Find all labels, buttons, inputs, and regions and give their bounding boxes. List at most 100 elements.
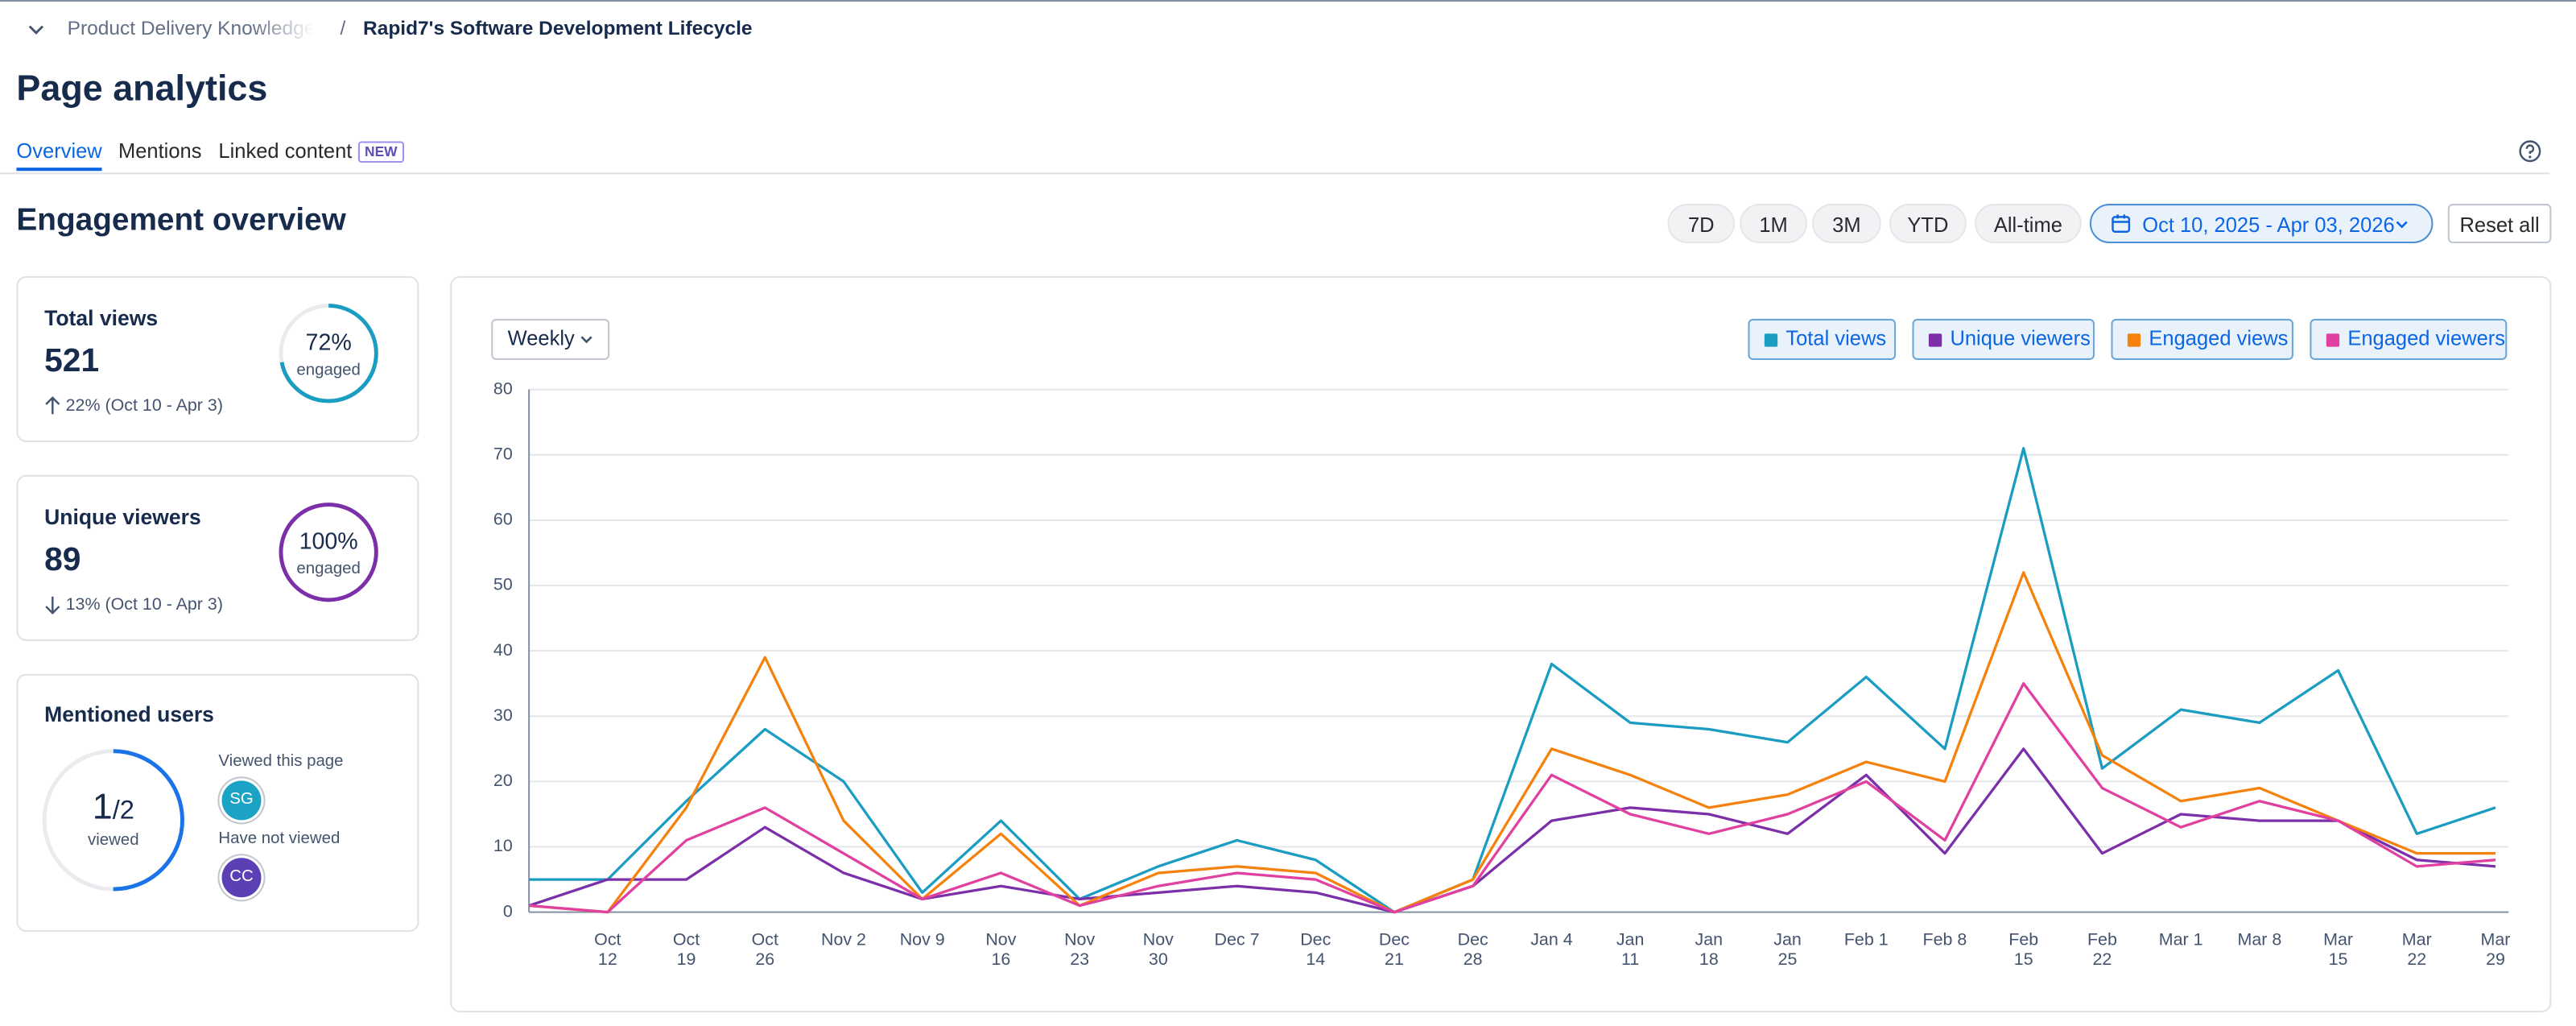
metric-card: Unique viewers 89 13% (Oct 10 - Apr 3) 100%… — [16, 474, 419, 641]
interval-dropdown[interactable]: Weekly — [491, 318, 610, 360]
card-change: 13% (Oct 10 - Apr 3) — [65, 594, 223, 615]
x-tick-label: Mar 8 — [2237, 930, 2282, 950]
legend-item[interactable]: Total views — [1748, 318, 1897, 360]
x-tick-label: Nov 23 — [1064, 930, 1096, 970]
legend-text: Unique viewers — [1950, 327, 2091, 350]
ring-arc — [279, 503, 378, 602]
legend-swatch — [1928, 333, 1942, 347]
legend-swatch — [2127, 333, 2141, 347]
avatar[interactable]: SG — [221, 780, 262, 821]
help-icon[interactable] — [2519, 139, 2542, 163]
legend-text: Engaged views — [2149, 327, 2289, 350]
breadcrumb-separator: / — [340, 16, 346, 39]
chevron[interactable] — [27, 19, 46, 39]
chart-card — [450, 275, 2552, 1013]
x-tick-label: Dec 28 — [1457, 930, 1488, 970]
x-tick-label: Jan 25 — [1773, 930, 1802, 970]
y-tick-label: 40 — [493, 640, 513, 660]
ring-label: engaged — [296, 361, 361, 380]
breadcrumb-current[interactable]: Rapid7's Software Development Lifecycle — [363, 16, 753, 39]
card-change: 22% (Oct 10 - Apr 3) — [65, 395, 223, 416]
x-tick-label: Feb 8 — [1922, 930, 1967, 950]
metric-card: Total views 521 22% (Oct 10 - Apr 3) 72% eng… — [16, 275, 419, 442]
tab[interactable]: Mentions — [118, 139, 202, 163]
x-tick-label: Mar 1 — [2158, 930, 2203, 950]
top-border — [0, 0, 2576, 2]
legend-item[interactable]: Engaged viewers — [2310, 318, 2508, 360]
legend-text: Total views — [1785, 327, 1887, 350]
trend-arrow — [45, 396, 60, 415]
viewed-label: viewed — [88, 831, 139, 850]
arrow-path — [45, 396, 60, 415]
y-tick-label: 80 — [493, 379, 513, 398]
section-title: Engagement overview — [16, 204, 346, 238]
x-tick-label: Mar 15 — [2323, 930, 2354, 970]
series-line — [529, 682, 2496, 914]
breadcrumb-parent[interactable]: Product Delivery Knowledge — [67, 16, 314, 39]
y-tick-label: 70 — [493, 444, 513, 463]
x-tick-label: Dec 7 — [1214, 930, 1260, 950]
tab[interactable]: Linked content — [218, 139, 353, 163]
x-tick-label: Nov 2 — [820, 930, 866, 950]
range-button[interactable]: 1M — [1740, 204, 1807, 244]
x-tick-label: Oct 19 — [672, 930, 700, 970]
y-tick-label: 50 — [493, 575, 513, 594]
range-button[interactable]: YTD — [1889, 204, 1967, 244]
y-tick-label: 30 — [493, 705, 513, 725]
legend-item[interactable]: Unique viewers — [1912, 318, 2095, 360]
x-tick-label: Nov 16 — [985, 930, 1017, 970]
legend-item[interactable]: Engaged views — [2111, 318, 2293, 360]
x-tick-label: Oct 12 — [594, 930, 621, 970]
ring-arc — [42, 749, 184, 892]
engagement-ring — [279, 503, 378, 602]
x-tick-label: Jan 4 — [1530, 930, 1573, 950]
legend-swatch — [2326, 333, 2340, 347]
x-tick-label: Dec 14 — [1300, 930, 1331, 970]
engagement-ring — [279, 304, 378, 403]
x-tick-label: Nov 30 — [1142, 930, 1174, 970]
legend-text: Engaged viewers — [2347, 327, 2506, 350]
card-title: Unique viewers — [44, 504, 201, 530]
card-title: Total views — [44, 305, 159, 331]
ring-percent: 72% — [305, 329, 352, 355]
range-button[interactable]: All-time — [1975, 204, 2082, 244]
viewed-ring — [42, 749, 184, 892]
ring-percent: 100% — [299, 527, 358, 554]
mentions-title: Mentioned users — [44, 701, 214, 727]
x-tick-label: Dec 21 — [1378, 930, 1410, 970]
series-line — [529, 447, 2496, 914]
y-tick-label: 0 — [503, 901, 513, 921]
x-tick-label: Jan 18 — [1695, 930, 1724, 970]
x-tick-label: Jan 11 — [1616, 930, 1645, 970]
dropdown-chevron — [2396, 221, 2408, 229]
viewed-total: /2 — [112, 796, 134, 825]
x-tick-label: Mar 22 — [2401, 930, 2432, 970]
trend-arrow — [45, 596, 60, 614]
tab[interactable]: Overview — [16, 139, 102, 172]
avatar[interactable]: CC — [221, 858, 262, 898]
x-tick-label: Mar 29 — [2480, 930, 2511, 970]
y-tick-label: 60 — [493, 510, 513, 529]
date-range-picker[interactable]: Oct 10, 2025 - Apr 03, 2026 — [2089, 204, 2434, 244]
x-tick-label: Feb 22 — [2087, 930, 2117, 970]
x-tick-label: Feb 1 — [1843, 930, 1889, 950]
x-tick-label: Oct 26 — [751, 930, 778, 970]
mentions-card: Mentioned users 1/2 viewed Viewed this pag… — [16, 673, 419, 933]
page-title: Page analytics — [16, 67, 268, 109]
x-tick-label: Feb 15 — [2008, 930, 2039, 970]
legend-swatch — [1764, 333, 1778, 347]
reset-button[interactable]: Reset all — [2447, 204, 2552, 244]
date-range-text: Oct 10, 2025 - Apr 03, 2026 — [2142, 213, 2395, 237]
group-label: Have not viewed — [218, 829, 341, 849]
viewed-count: 1 — [92, 785, 113, 827]
x-tick-label: Nov 9 — [899, 930, 945, 950]
card-value: 89 — [44, 542, 81, 579]
range-button[interactable]: 3M — [1812, 204, 1881, 244]
dropdown-chevron — [580, 336, 592, 344]
new-badge: NEW — [357, 141, 404, 163]
arrow-path — [45, 596, 60, 614]
tab-bar: Overview Mentions Linked content — [0, 138, 2550, 175]
range-button[interactable]: 7D — [1667, 204, 1736, 244]
